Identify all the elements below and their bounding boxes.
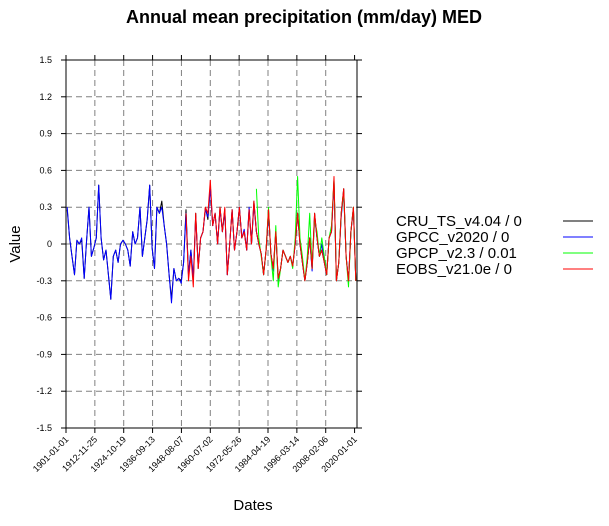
series-layer xyxy=(66,176,357,304)
y-tick-label: 0 xyxy=(47,239,52,249)
y-tick-label: -0.6 xyxy=(36,313,52,323)
y-axis-ticks: -1.5 -1.2 -0.9 -0.6 -0.3 0 0.3 0.6 0.9 1.2 1.5 xyxy=(36,55,362,433)
y-tick-label: 0.9 xyxy=(39,129,52,139)
y-tick-label: 0.6 xyxy=(39,165,52,175)
y-tick-label: -0.3 xyxy=(36,276,52,286)
series-line xyxy=(185,176,357,288)
y-tick-label: 1.2 xyxy=(39,92,52,102)
x-axis-ticks: 1901-01-011912-11-251924-10-191936-09-13… xyxy=(31,55,359,474)
y-axis-label: Value xyxy=(7,225,24,262)
chart-title: Annual mean precipitation (mm/day) MED xyxy=(126,7,482,27)
y-tick-label: 0.3 xyxy=(39,202,52,212)
legend-entry-label: GPCP_v2.3 / 0.01 xyxy=(396,245,517,262)
y-tick-label: 1.5 xyxy=(39,55,52,65)
y-tick-label: -0.9 xyxy=(36,349,52,359)
grid-lines xyxy=(66,60,357,428)
legend-entry-label: EOBS_v21.0e / 0 xyxy=(396,261,512,278)
legend-entry-label: CRU_TS_v4.04 / 0 xyxy=(396,213,522,230)
x-axis-label: Dates xyxy=(233,497,272,514)
legend-entry-label: GPCC_v2020 / 0 xyxy=(396,229,509,246)
y-tick-label: -1.2 xyxy=(36,386,52,396)
y-tick-label: -1.5 xyxy=(36,423,52,433)
